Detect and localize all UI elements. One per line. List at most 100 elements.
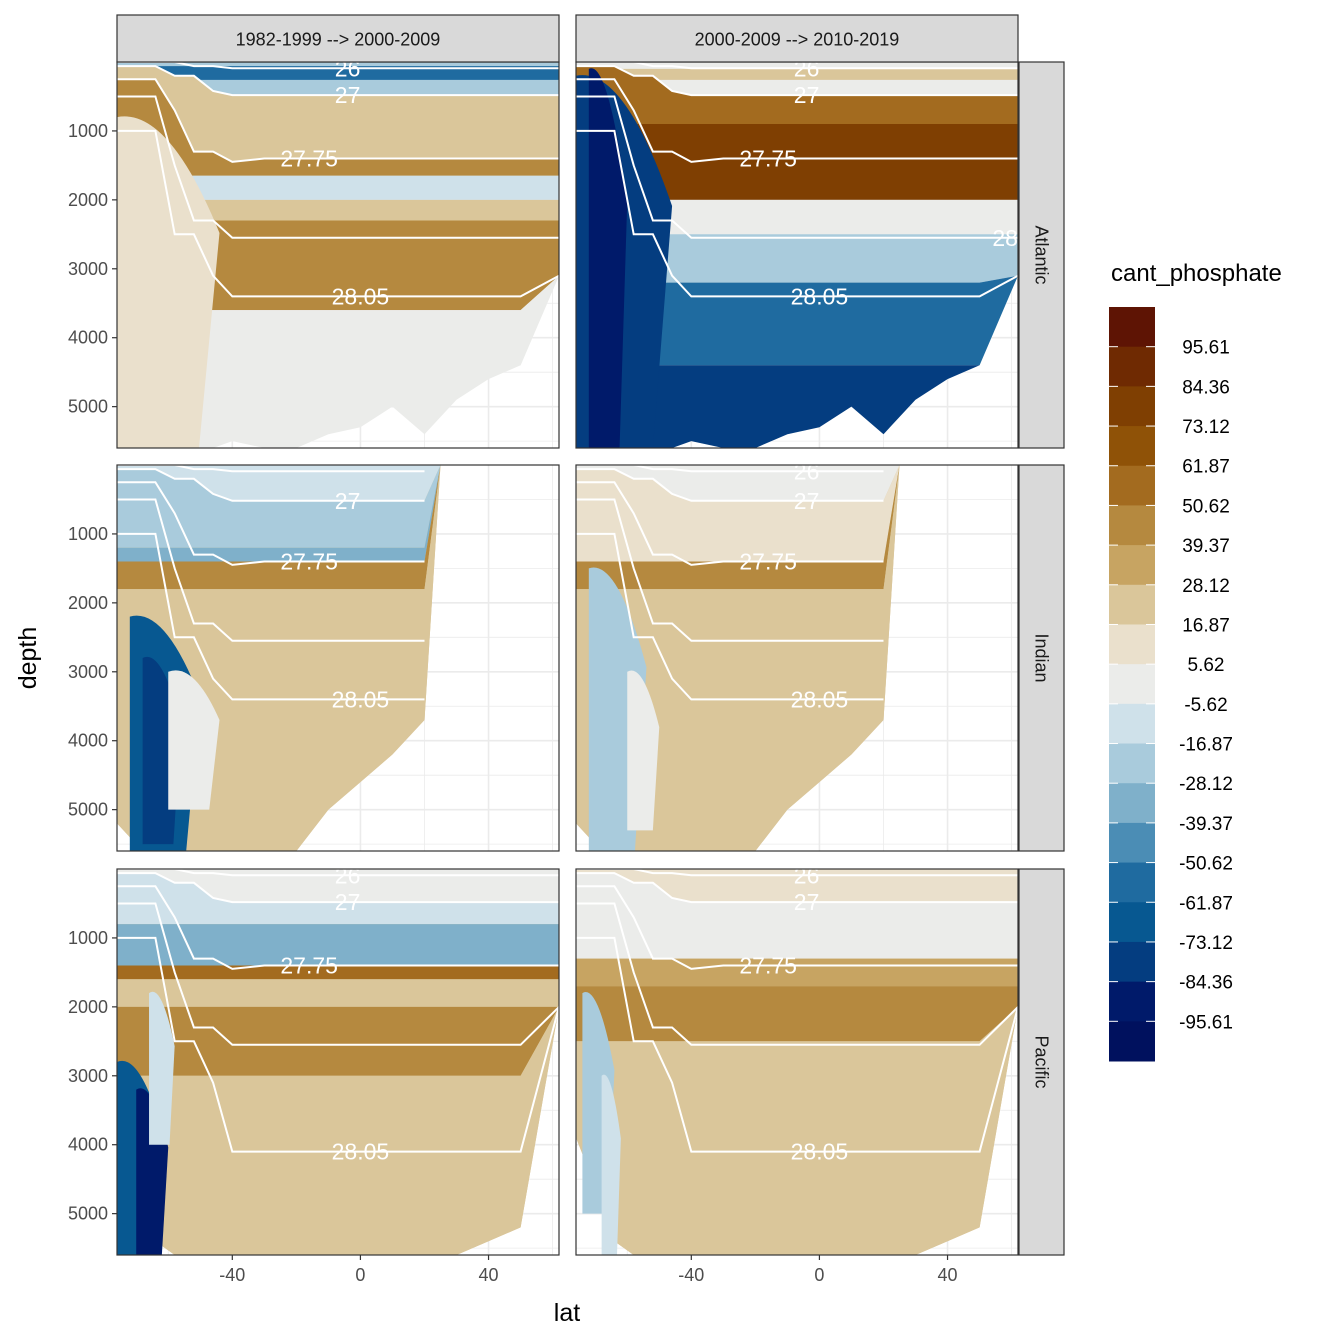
legend-label: 95.61 bbox=[1182, 338, 1230, 359]
isopycnal-line bbox=[117, 936, 559, 1153]
contour-band bbox=[576, 68, 1018, 80]
contour-band bbox=[576, 465, 900, 686]
isopycnal-line bbox=[576, 869, 1018, 877]
contour-band bbox=[117, 275, 559, 366]
isopycnal-label: 27 bbox=[335, 82, 361, 108]
isopycnal-label: 28.05 bbox=[332, 283, 390, 309]
isopycnal-label: 28.05 bbox=[332, 1139, 390, 1165]
isopycnal-label: 28.05 bbox=[332, 686, 390, 712]
contour-band bbox=[588, 68, 628, 448]
contour-band bbox=[149, 991, 175, 1145]
contour-band bbox=[576, 869, 1018, 903]
strip-background bbox=[1018, 464, 1065, 852]
y-tick-label: 3000 bbox=[68, 259, 108, 279]
column-strip-label: 1982-1999 --> 2000-2009 bbox=[236, 30, 441, 50]
legend-color-step bbox=[1109, 1021, 1155, 1062]
isopycnal-line bbox=[576, 65, 1018, 97]
contour-band bbox=[576, 275, 1018, 366]
isopycnal-line bbox=[576, 902, 1018, 1046]
contour-band bbox=[117, 199, 559, 221]
y-tick-label: 5000 bbox=[68, 1204, 108, 1224]
legend-label: -5.62 bbox=[1184, 695, 1227, 716]
row-strip-indian: Indian bbox=[1018, 464, 1065, 852]
column-strip-label: 2000-2009 --> 2010-2019 bbox=[695, 30, 900, 50]
isopycnal-line bbox=[576, 465, 884, 473]
legend-label: -28.12 bbox=[1179, 774, 1233, 795]
y-tick-label: 1000 bbox=[68, 524, 108, 544]
isopycnal-lines bbox=[117, 869, 559, 1153]
panel-border bbox=[575, 464, 1019, 852]
legend-label: -16.87 bbox=[1179, 735, 1233, 756]
x-tick-label: 0 bbox=[814, 1265, 824, 1285]
isopycnal-line bbox=[576, 885, 1018, 970]
panel-border bbox=[116, 464, 560, 852]
column-strip-1: 1982-1999 --> 2000-2009 bbox=[116, 14, 560, 63]
strip-background bbox=[575, 14, 1019, 63]
isopycnal-line bbox=[117, 468, 425, 502]
contour-band bbox=[576, 465, 900, 562]
isopycnal-line bbox=[117, 869, 559, 877]
row-strip-label: Atlantic bbox=[1032, 225, 1052, 284]
facet-panels: 262727.7528.0510002000300040005000262727… bbox=[68, 14, 1065, 1285]
facet-panel-indian-2: 26 27 27.75 28.05 bbox=[575, 459, 1019, 852]
isopycnal-line bbox=[117, 885, 559, 970]
isopycnal-line bbox=[576, 481, 884, 566]
contour-band bbox=[117, 66, 559, 80]
panel-border bbox=[575, 868, 1019, 1256]
isopycnal-label: 27 bbox=[794, 488, 820, 514]
contour-fill: 27 27.75 28.05 bbox=[117, 465, 441, 851]
isopycnal-label: 28.05 bbox=[791, 686, 849, 712]
isopycnal-lines bbox=[576, 62, 1018, 298]
isopycnal-line bbox=[117, 481, 425, 566]
contour-band bbox=[117, 465, 441, 686]
isopycnal-label: 27.75 bbox=[280, 146, 338, 172]
y-tick-label: 3000 bbox=[68, 1066, 108, 1086]
contour-band bbox=[627, 670, 660, 831]
x-tick-label: 0 bbox=[355, 1265, 365, 1285]
isopycnal-line bbox=[576, 129, 1018, 298]
contour-band bbox=[576, 66, 1018, 124]
contour-band bbox=[117, 873, 559, 925]
isopycnal-label: 27 bbox=[335, 488, 361, 514]
contour-fill: 26 27 27.75 28.05 bbox=[576, 459, 900, 851]
contour-band bbox=[117, 220, 559, 311]
isopycnal-label: 27.75 bbox=[280, 549, 338, 575]
x-tick-label: -40 bbox=[678, 1265, 704, 1285]
strip-background bbox=[1018, 868, 1065, 1256]
isopycnal-label: 27 bbox=[794, 889, 820, 915]
legend-color-step bbox=[1109, 783, 1155, 824]
x-axis-title: lat bbox=[554, 1299, 580, 1327]
contour-band bbox=[576, 958, 1018, 987]
isopycnal-lines bbox=[576, 465, 884, 701]
contour-band bbox=[117, 979, 559, 1007]
isopycnal-label: 26 bbox=[794, 459, 820, 485]
legend-label: 28.12 bbox=[1182, 576, 1230, 597]
isopycnal-label: 26 bbox=[794, 863, 820, 889]
isopycnal-line bbox=[576, 468, 884, 502]
y-tick-label: 2000 bbox=[68, 190, 108, 210]
isopycnal-label: 27 bbox=[794, 82, 820, 108]
legend-color-step bbox=[1109, 981, 1155, 1022]
legend-title: cant_phosphate bbox=[1111, 260, 1282, 287]
isopycnal-line bbox=[576, 78, 1018, 163]
legend-color-step bbox=[1109, 426, 1155, 467]
isopycnal-line bbox=[576, 95, 1018, 239]
isopycnal-line bbox=[576, 62, 1018, 70]
row-strip-atlantic: Atlantic bbox=[1018, 61, 1065, 449]
isopycnal-label: 27.75 bbox=[280, 953, 338, 979]
isopycnal-line bbox=[576, 532, 884, 701]
legend-color-step bbox=[1109, 584, 1155, 625]
isopycnal-lines bbox=[117, 62, 559, 298]
isopycnal-label: 27.75 bbox=[739, 549, 797, 575]
row-strip-pacific: Pacific bbox=[1018, 868, 1065, 1256]
strip-background bbox=[1018, 61, 1065, 449]
contour-band bbox=[601, 1074, 621, 1255]
isopycnal-label: 26 bbox=[794, 56, 820, 82]
isopycnal-line bbox=[117, 498, 425, 642]
contour-band bbox=[117, 1006, 559, 1255]
legend-color-step bbox=[1109, 346, 1155, 387]
column-strip-2: 2000-2009 --> 2010-2019 bbox=[575, 14, 1019, 63]
y-axis-title: depth bbox=[14, 627, 42, 690]
